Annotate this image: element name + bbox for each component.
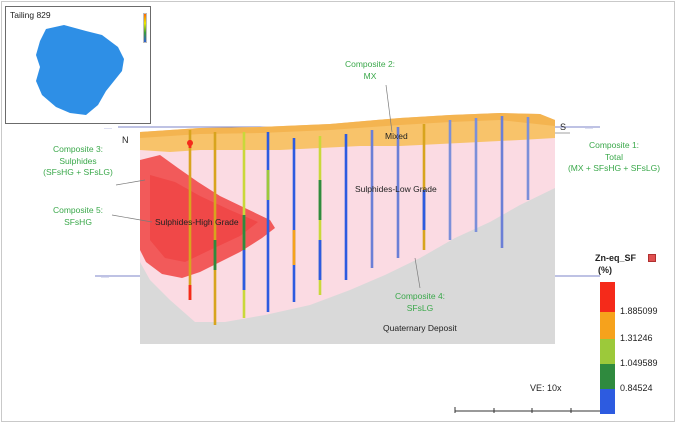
low-grade-label: Sulphides-Low Grade: [355, 184, 437, 194]
high-grade-marker: [187, 140, 193, 146]
tailing-shape: [36, 25, 124, 115]
legend-label-0: 1.885099: [620, 306, 658, 316]
inset-color-bar: [143, 13, 147, 43]
ref-tick-right-top: ——: [585, 125, 593, 130]
quaternary-label: Quaternary Deposit: [383, 323, 457, 333]
composite-3-label: Composite 3: Sulphides (SFsHG + SFsLG): [43, 144, 113, 177]
legend-swatch-3: [600, 364, 615, 389]
legend-label-2: 1.049589: [620, 358, 658, 368]
composite-1-label: Composite 1: Total (MX + SFsHG + SFsLG): [567, 140, 661, 173]
high-grade-core: [150, 175, 258, 262]
south-label: S: [560, 122, 567, 132]
vertical-exaggeration-label: VE: 10x: [530, 383, 562, 393]
ref-tick-left-bottom: ——: [101, 274, 109, 279]
drill-hole-segments: [188, 140, 426, 300]
legend-label-3: 0.84524: [620, 383, 653, 393]
legend-title: Zn-eq_SF: [595, 253, 637, 263]
legend-swatch-2: [600, 339, 615, 364]
legend-swatch-0: [600, 282, 615, 312]
composite-4-label: Composite 4: SFsLG: [394, 291, 446, 313]
inset-title: Tailing 829: [10, 10, 51, 20]
legend-label-1: 1.31246: [620, 333, 653, 343]
legend-unit: (%): [598, 265, 612, 275]
legend-swatch-1: [600, 312, 615, 339]
composite-2-label: Composite 2: MX: [344, 59, 396, 81]
high-grade-label: Sulphides-High Grade: [155, 217, 239, 227]
legend-close-icon[interactable]: [648, 254, 656, 262]
inset-map: Tailing 829: [5, 6, 151, 124]
ref-tick-left-top: ——: [104, 125, 112, 130]
north-label: N: [122, 135, 129, 145]
mixed-top-strip: [140, 113, 555, 138]
composite-5-label: Composite 5: SFsHG: [52, 205, 104, 227]
scale-bar: [454, 407, 611, 413]
mixed-label: Mixed: [385, 131, 408, 141]
leader-lines: [111, 84, 570, 289]
legend-swatch-4: [600, 389, 615, 414]
